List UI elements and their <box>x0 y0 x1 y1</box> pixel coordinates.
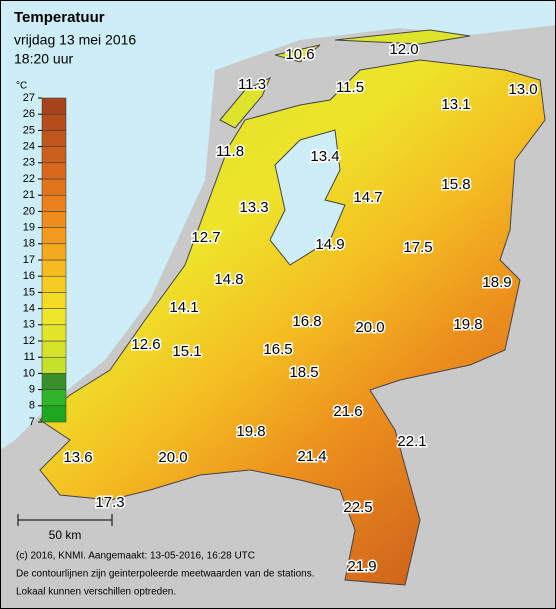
legend-band <box>41 405 67 423</box>
legend-tick-label: 11 <box>24 351 35 363</box>
legend-tick-label: 7 <box>29 416 35 428</box>
legend-tick-label: 18 <box>23 238 35 250</box>
legend-tick-label: 23 <box>23 157 35 169</box>
station-value: 14.7 <box>353 189 382 206</box>
station-value: 14.1 <box>169 299 198 316</box>
legend-band <box>41 194 67 212</box>
station-value: 21.6 <box>333 403 362 420</box>
legend-band <box>41 275 67 293</box>
station-value: 21.9 <box>347 558 376 575</box>
footer-line: (c) 2016, KNMI. Aangemaakt: 13-05-2016, … <box>16 551 255 562</box>
station-value: 12.6 <box>131 336 160 353</box>
station-value: 10.6 <box>285 46 314 63</box>
legend-band <box>41 373 67 390</box>
station-value: 14.8 <box>214 271 243 288</box>
island <box>334 29 471 45</box>
station-value: 17.5 <box>403 239 432 256</box>
station-value: 18.9 <box>482 274 511 291</box>
legend-tick-label: 16 <box>23 270 35 282</box>
station-value: 11.8 <box>216 143 244 160</box>
station-value: 14.9 <box>315 236 344 253</box>
legend-band <box>41 243 67 261</box>
station-value: 19.8 <box>453 316 482 333</box>
island <box>219 76 272 129</box>
legend-band <box>41 178 67 196</box>
legend-tick-label: 15 <box>23 286 35 298</box>
footer-line: Lokaal kunnen verschillen optreden. <box>16 587 176 598</box>
legend-band <box>41 113 67 131</box>
station-value: 21.4 <box>297 448 326 465</box>
station-value: 12.0 <box>389 41 418 58</box>
legend-tick-label: 24 <box>23 141 35 153</box>
legend-band <box>41 292 67 309</box>
station-value: 15.8 <box>441 176 470 193</box>
legend-tick-label: 13 <box>23 319 35 331</box>
station-value: 20.0 <box>158 449 187 466</box>
station-value: 13.1 <box>441 96 470 113</box>
legend-band <box>41 211 67 228</box>
legend-tick-label: 17 <box>23 254 35 266</box>
station-value: 13.6 <box>63 449 92 466</box>
unit: °C <box>16 81 27 92</box>
station-value: 11.5 <box>336 79 364 96</box>
legend-tick-label: 22 <box>23 173 35 185</box>
legend-tick-label: 9 <box>29 384 35 396</box>
island <box>274 44 321 63</box>
station-value: 12.7 <box>191 229 220 246</box>
sea <box>0 0 556 450</box>
station-value: 20.0 <box>355 319 384 336</box>
legend-tick-label: 26 <box>23 108 35 120</box>
legend-band <box>41 356 67 374</box>
legend-tick-label: 14 <box>23 303 35 315</box>
station-value: 19.8 <box>236 423 265 440</box>
legend-tick-label: 8 <box>29 400 35 412</box>
station-value: 16.5 <box>263 341 292 358</box>
station-value: 11.3 <box>238 76 266 93</box>
legend-tick-label: 21 <box>23 189 35 201</box>
legend-tick-label: 20 <box>23 205 35 217</box>
station-value: 22.5 <box>343 499 372 516</box>
legend-tick-label: 19 <box>23 222 35 234</box>
station-value: 13.0 <box>508 81 537 98</box>
station-value: 17.3 <box>95 494 124 511</box>
time: 18:20 uur <box>14 51 73 67</box>
scale-label: 50 km <box>49 528 82 542</box>
legend-band <box>41 389 67 407</box>
legend-band <box>41 340 67 358</box>
station-value: 18.5 <box>289 364 318 381</box>
legend-band <box>41 259 67 277</box>
legend-band <box>41 308 67 326</box>
station-value: 16.8 <box>292 313 321 330</box>
legend-band <box>41 130 67 147</box>
station-value: 22.1 <box>397 433 426 450</box>
legend-tick-label: 25 <box>23 124 35 136</box>
legend-tick-label: 10 <box>23 367 35 379</box>
legend-tick-label: 27 <box>23 92 35 104</box>
legend-band <box>41 227 67 245</box>
footer-line: De contourlijnen zijn geinterpoleerde me… <box>16 569 315 580</box>
station-value: 15.1 <box>172 343 201 360</box>
ijsselmeer <box>269 129 346 266</box>
legend-band <box>41 146 67 164</box>
station-value: 13.3 <box>239 199 268 216</box>
legend-band <box>41 162 67 180</box>
legend-tick-label: 12 <box>23 335 35 347</box>
station-value: 13.4 <box>310 148 339 165</box>
legend-band <box>41 97 67 115</box>
date: vrijdag 13 mei 2016 <box>14 32 136 48</box>
netherlands <box>39 59 546 586</box>
legend-band <box>41 324 67 342</box>
title: Temperatuur <box>14 9 105 26</box>
